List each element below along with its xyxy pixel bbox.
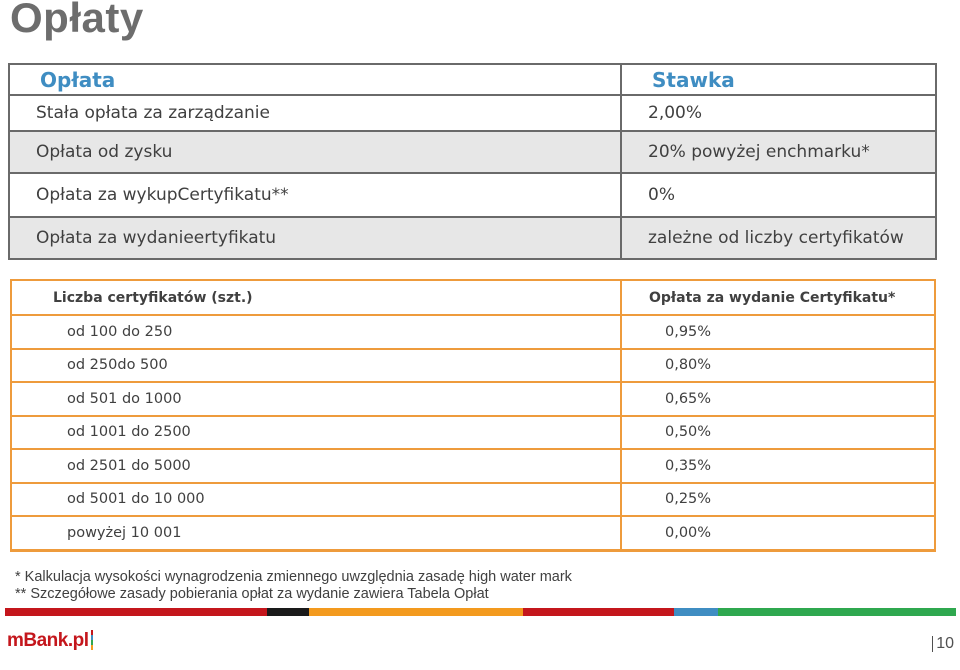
fee-rate: zależne od liczby certyfikatów	[620, 216, 937, 260]
table-row: powyżej 10 001 0,00%	[10, 515, 936, 552]
footnote: ** Szczegółowe zasady pobierania opłat z…	[15, 586, 489, 602]
certificate-range: od 2501 do 5000	[10, 448, 622, 484]
stripe-segment	[5, 608, 267, 616]
stripe-segment	[674, 608, 718, 616]
issue-fee: 0,00%	[620, 515, 936, 552]
fee-rate: 20% powyżej enchmarku*	[620, 130, 937, 174]
issue-fee: 0,25%	[620, 481, 936, 517]
table-row: od 250do 500 0,80%	[10, 347, 936, 383]
stripe-segment	[718, 608, 956, 616]
certificate-range: od 250do 500	[10, 347, 622, 383]
certificate-range: od 1001 do 2500	[10, 414, 622, 450]
brand-color-stripe	[5, 608, 956, 616]
certificate-range: od 100 do 250	[10, 314, 622, 350]
table-row: od 1001 do 2500 0,50%	[10, 414, 936, 450]
header-cell: Opłata	[8, 63, 622, 96]
stripe-segment	[523, 608, 674, 616]
table-row: od 100 do 250 0,95%	[10, 314, 936, 350]
table-row: od 5001 do 10 000 0,25%	[10, 481, 936, 517]
header-cell: Opłata za wydanie Certyfikatu*	[620, 279, 936, 316]
page-title: Opłaty	[10, 0, 144, 41]
fee-name: Stała opłata za zarządzanie	[8, 94, 622, 132]
logo-mark-icon	[90, 630, 93, 650]
page-number: 10	[932, 636, 954, 652]
footnotes: * Kalkulacja wysokości wynagrodzenia zmi…	[15, 569, 572, 603]
fees-table: Opłata Stawka Stała opłata za zarządzani…	[8, 63, 937, 260]
fees-table-header: Opłata Stawka	[8, 63, 937, 96]
certificate-range: od 501 do 1000	[10, 381, 622, 417]
fee-rate: 0%	[620, 172, 937, 218]
fee-name: Opłata za wydanieertyfikatu	[8, 216, 622, 260]
mbank-logo: mBank.pl	[7, 630, 93, 652]
header-cell: Liczba certyfikatów (szt.)	[10, 279, 622, 316]
issue-fee: 0,95%	[620, 314, 936, 350]
table-row: Opłata za wykupCertyfikatu** 0%	[8, 172, 937, 218]
certificate-fee-table: Liczba certyfikatów (szt.) Opłata za wyd…	[10, 279, 936, 552]
footnote: * Kalkulacja wysokości wynagrodzenia zmi…	[15, 569, 572, 585]
fee-rate: 2,00%	[620, 94, 937, 132]
table-row: Opłata od zysku 20% powyżej enchmarku*	[8, 130, 937, 174]
certificate-table-header: Liczba certyfikatów (szt.) Opłata za wyd…	[10, 279, 936, 316]
fee-name: Opłata od zysku	[8, 130, 622, 174]
table-row: od 2501 do 5000 0,35%	[10, 448, 936, 484]
table-row: od 501 do 1000 0,65%	[10, 381, 936, 417]
issue-fee: 0,80%	[620, 347, 936, 383]
table-row: Opłata za wydanieertyfikatu zależne od l…	[8, 216, 937, 260]
fee-name: Opłata za wykupCertyfikatu**	[8, 172, 622, 218]
stripe-segment	[267, 608, 309, 616]
certificate-range: powyżej 10 001	[10, 515, 622, 552]
issue-fee: 0,35%	[620, 448, 936, 484]
header-cell: Stawka	[620, 63, 937, 96]
certificate-range: od 5001 do 10 000	[10, 481, 622, 517]
issue-fee: 0,50%	[620, 414, 936, 450]
table-row: Stała opłata za zarządzanie 2,00%	[8, 94, 937, 132]
stripe-segment	[309, 608, 523, 616]
logo-text: mBank.pl	[7, 630, 89, 651]
issue-fee: 0,65%	[620, 381, 936, 417]
